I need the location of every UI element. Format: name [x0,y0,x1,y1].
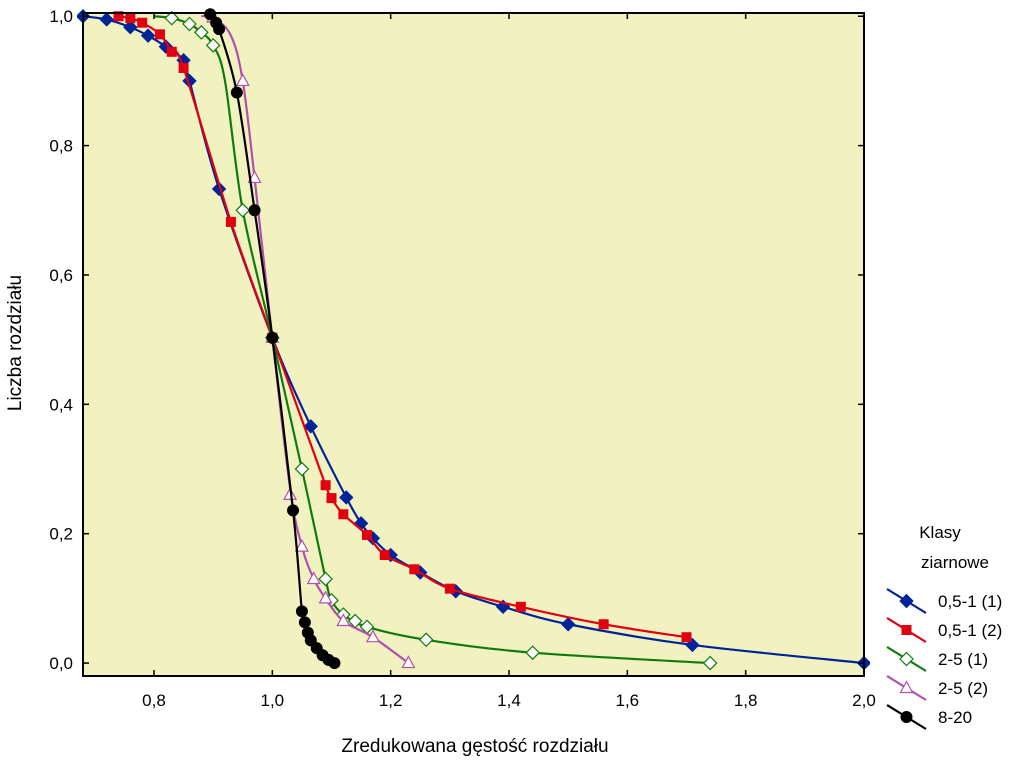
data-point-2-5 [166,46,177,57]
data-point-3-7 [294,461,310,477]
legend-label-5: 8-20 [938,708,972,727]
x-tick-label-2: 1,0 [261,691,285,710]
y-tick-label-6: 1,0 [49,7,73,26]
data-point-4-10 [365,629,380,643]
x-tick-label-3: 1,2 [379,691,403,710]
data-point-1-10 [303,419,318,434]
plot-area [83,13,864,676]
data-point-2-15 [444,583,455,594]
legend-label-4: 2-5 (2) [938,679,988,698]
data-point-2-17 [598,619,609,630]
data-point-3-4 [205,37,221,53]
data-point-2-6 [178,62,189,73]
data-point-2-14 [409,564,420,575]
data-point-5-5 [248,204,261,217]
x-axis-title: Zredukowana gęstość rozdziału [341,736,608,757]
data-point-3-1 [164,10,180,26]
x-tick-label-7: 2,0 [852,691,876,710]
data-point-1-3 [123,20,138,35]
data-point-1-8 [211,181,227,197]
data-point-1-2 [99,12,114,27]
legend-label-3: 2-5 (1) [938,650,988,669]
plot-background [83,13,864,676]
data-point-3-3 [193,25,209,40]
legend-title-line-1: Klasy [919,523,961,542]
data-point-5-1 [204,8,217,21]
data-point-2-13 [379,550,390,561]
data-point-1-11 [339,490,354,505]
data-point-1-4 [140,28,156,43]
plot-frame [82,12,865,677]
data-point-4-6 [294,538,309,552]
x-tick-label-6: 1,8 [734,691,758,710]
data-point-2-3 [137,17,148,28]
y-axis-title: Liczba rozdziału [5,275,26,411]
data-point-5-6 [266,331,279,344]
data-point-2-11 [338,509,349,520]
legend-label-2: 0,5-1 (2) [938,621,1002,640]
legend: Klasy ziarnowe 0,5-1 (1) 0,5-1 (2) 2-5 (1) 2-… [886,523,1002,730]
x-tick-label-5: 1,6 [616,691,640,710]
data-point-5-4 [230,86,243,99]
data-point-2-16 [515,601,526,612]
series-5 [204,8,341,670]
legend-marker-1 [899,593,914,609]
series-group [77,8,870,671]
data-point-4-2 [235,73,250,87]
legend-marker-5 [900,711,913,723]
data-point-2-18 [681,632,692,643]
legend-title-line-2: ziarnowe [921,553,989,572]
data-point-4-7 [306,571,321,585]
series-line-1 [82,15,865,665]
data-point-5-3 [213,23,226,36]
y-tick-label-3: 0,4 [49,395,73,414]
data-point-5-8 [295,605,308,618]
data-point-3-14 [525,645,541,661]
legend-marker-4 [899,680,914,694]
data-point-2-12 [362,529,372,540]
axes: 0,8 1,0 1,2 1,4 1,6 1,8 2,0 0,0 0,2 0,4 0,6 0,8 1,0 [49,7,875,710]
data-point-2-1 [113,11,124,22]
y-tick-label-5: 0,8 [49,137,73,156]
data-point-3-8 [318,571,333,587]
data-point-4-8 [318,590,333,604]
y-tick-label-2: 0,2 [49,525,73,544]
y-tick-label-1: 0,0 [49,654,73,673]
x-tick-label-4: 1,4 [497,691,521,710]
data-point-4-3 [247,170,262,184]
data-point-2-4 [154,29,165,40]
data-point-4-11 [401,655,416,669]
data-point-5-15 [328,657,341,670]
data-point-5-9 [298,616,311,629]
data-point-2-7 [225,216,236,227]
data-point-3-5 [235,202,251,218]
data-point-2-10 [326,493,337,504]
data-point-2-9 [320,480,331,491]
data-point-4-9 [336,613,351,627]
data-point-5-7 [287,504,300,517]
data-point-3-2 [182,16,197,32]
legend-marker-3 [899,651,914,667]
y-tick-label-4: 0,6 [49,266,73,285]
legend-marker-2 [901,625,912,635]
data-point-2-2 [125,13,136,24]
data-point-1-18 [560,617,576,632]
data-point-3-15 [702,655,718,671]
legend-label-1: 0,5-1 (1) [938,592,1002,611]
data-point-3-13 [418,632,434,648]
x-tick-label-1: 0,8 [142,691,166,710]
